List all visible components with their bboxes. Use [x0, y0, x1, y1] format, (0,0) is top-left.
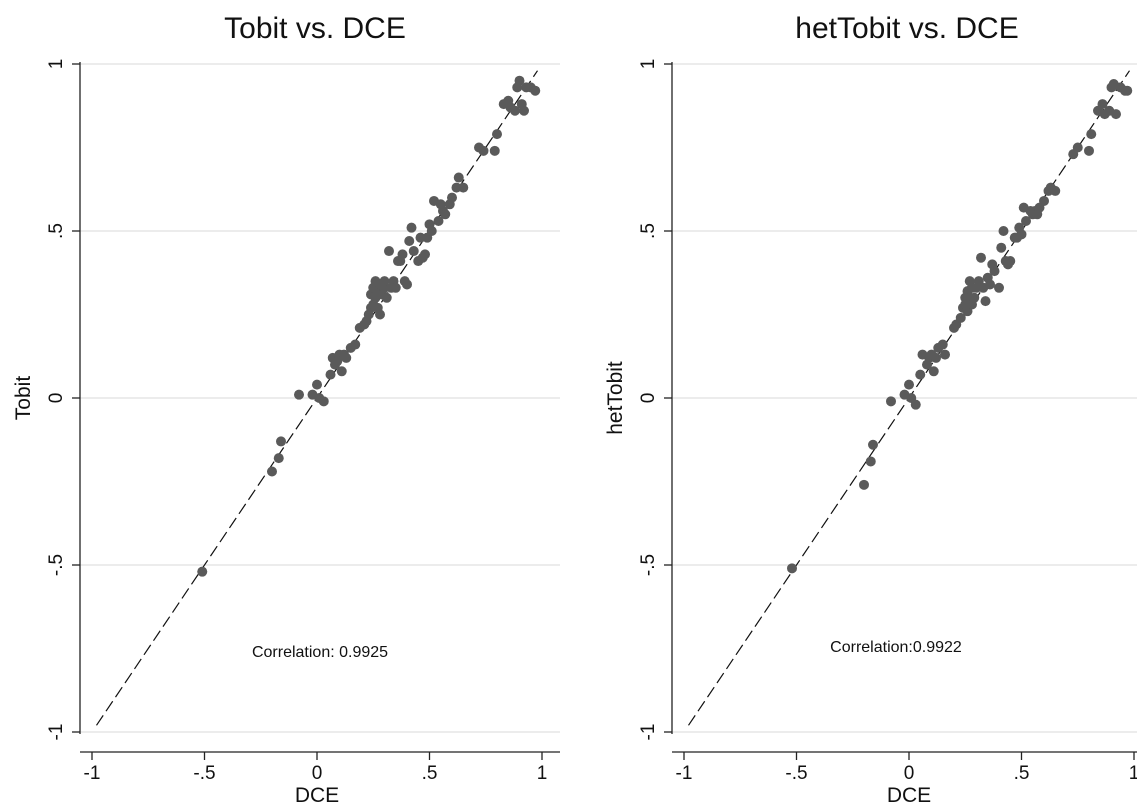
x-tick-label: 0 — [312, 763, 323, 784]
data-point — [447, 192, 457, 203]
x-axis-label: DCE — [887, 784, 931, 805]
x-axis-label: DCE — [295, 784, 339, 805]
y-tick-label: -.5 — [638, 554, 659, 576]
y-tick-label: 1 — [638, 59, 659, 70]
data-point — [931, 352, 941, 363]
data-point — [985, 279, 995, 290]
x-tick-label: 1 — [1129, 763, 1137, 784]
data-point — [969, 292, 980, 303]
y-tick-label: 1 — [46, 59, 67, 70]
data-point — [1084, 145, 1094, 156]
x-tick-label: 1 — [537, 763, 548, 784]
data-point — [453, 172, 464, 183]
data-point — [433, 215, 444, 226]
data-point — [915, 369, 926, 380]
data-point — [989, 266, 1000, 277]
data-point — [1072, 142, 1083, 153]
data-point — [1050, 185, 1061, 196]
data-point — [1122, 85, 1133, 96]
data-point — [865, 456, 876, 467]
data-point — [379, 276, 390, 287]
data-point — [868, 439, 878, 450]
y-tick-label: .5 — [638, 223, 659, 239]
chart-panel-1: -1 -.5 0 .5 1 -1 -.5 0 .5 1 Tobit vs. DCE DCE Tobit C… — [12, 12, 560, 805]
data-point — [478, 145, 489, 156]
x-tick-label: -.5 — [785, 763, 807, 784]
data-point — [1097, 99, 1108, 110]
data-point — [404, 236, 415, 247]
data-point — [530, 85, 541, 96]
data-point — [514, 75, 525, 86]
data-point — [197, 566, 208, 577]
data-point — [426, 226, 437, 236]
data-point — [406, 222, 417, 233]
data-point — [273, 453, 284, 464]
data-point — [375, 309, 385, 320]
x-tick-label: -.5 — [193, 763, 215, 784]
data-point — [318, 396, 329, 407]
data-point — [397, 249, 408, 260]
data-point — [510, 105, 520, 116]
data-point — [312, 379, 322, 390]
data-point — [976, 252, 986, 263]
x-tick-label: .5 — [1014, 763, 1030, 784]
y-tick-label: -.5 — [46, 554, 67, 576]
data-point — [341, 352, 352, 363]
data-point — [384, 246, 394, 257]
y-tick-label: 0 — [638, 393, 659, 404]
chart-title: Tobit vs. DCE — [224, 12, 406, 45]
data-point — [519, 105, 529, 116]
x-tick-label: 0 — [904, 763, 915, 784]
data-point — [1111, 109, 1121, 120]
data-point — [408, 246, 419, 257]
data-point — [787, 563, 797, 574]
data-point — [1005, 256, 1016, 267]
data-point — [489, 145, 500, 156]
data-point — [420, 249, 430, 260]
data-point — [928, 366, 939, 377]
data-point — [1021, 215, 1031, 226]
data-point — [996, 242, 1007, 253]
y-axis-label: Tobit — [12, 376, 35, 421]
data-point — [492, 129, 502, 140]
data-point — [276, 436, 286, 447]
data-point — [1039, 195, 1049, 206]
data-point — [402, 279, 412, 290]
data-point — [937, 339, 948, 350]
x-tick-label: -1 — [676, 763, 693, 784]
data-point — [336, 366, 347, 377]
data-point — [294, 389, 304, 400]
correlation-annotation: Correlation: 0.9925 — [252, 644, 388, 661]
data-point — [980, 296, 991, 307]
data-point — [859, 479, 869, 490]
data-point — [390, 282, 401, 293]
data-point — [440, 209, 451, 220]
y-tick-label: 0 — [46, 393, 67, 404]
chart-panel-2: -1 -.5 0 .5 1 -1 -.5 0 .5 1 hetTobit vs. DCE DCE het… — [604, 12, 1137, 805]
data-point — [940, 349, 950, 360]
data-point — [910, 399, 921, 410]
data-point — [325, 369, 336, 380]
x-tick-label: .5 — [422, 763, 438, 784]
data-point — [904, 379, 914, 390]
y-axis-label: hetTobit — [604, 361, 627, 435]
data-point — [458, 182, 469, 193]
data-point — [1086, 129, 1097, 140]
y-tick-label: -1 — [46, 724, 67, 741]
data-point — [350, 339, 361, 350]
x-tick-label: -1 — [84, 763, 101, 784]
data-point — [955, 312, 966, 323]
correlation-annotation: Correlation:0.9922 — [830, 639, 962, 656]
data-point — [998, 226, 1009, 236]
y-tick-label: .5 — [46, 223, 67, 239]
y-tick-label: -1 — [638, 724, 659, 741]
data-point — [1016, 229, 1027, 240]
data-point — [267, 466, 277, 477]
data-point — [994, 282, 1004, 293]
data-point — [381, 292, 392, 303]
data-point — [886, 396, 896, 407]
chart-title: hetTobit vs. DCE — [795, 12, 1018, 45]
